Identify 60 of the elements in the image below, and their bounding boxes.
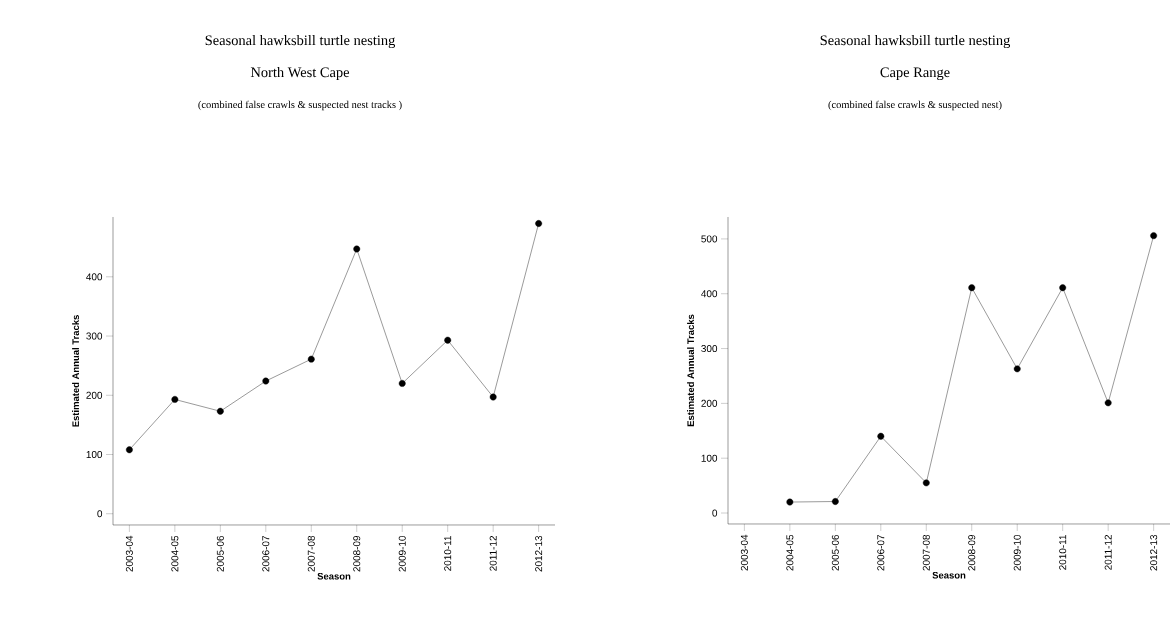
x-tick-label: 2005-06 [216,535,224,572]
point [171,396,179,403]
point [125,446,133,454]
x-tick-label: 2004-05 [786,534,794,571]
x-tick-label: 2010-11 [1059,534,1067,570]
point [1104,399,1112,407]
point [489,393,497,401]
x-tick-label: 2008-09 [968,534,976,571]
x-tick-label: 2005-06 [831,534,839,571]
point [353,245,361,253]
x-tick-label: 2012-13 [1150,534,1158,571]
point [216,407,224,415]
chart-title: Seasonal hawksbill turtle nesting [820,34,1011,49]
x-tick-label: 2011-12 [489,536,497,571]
x-tick-label: 2003-04 [740,534,748,571]
x-tick-label: 2004-05 [171,535,179,572]
x-axis-title: Season [317,572,351,580]
y-tick-label: 200 [701,399,718,407]
point [968,284,976,292]
chart-subtitle: North West Cape [250,66,350,81]
point [1059,284,1067,292]
y-tick-label: 400 [701,290,718,298]
x-tick-label: 2011-12 [1104,535,1112,570]
point [262,377,270,385]
y-tick-label: 500 [701,235,718,243]
x-tick-label: 2006-07 [877,535,885,571]
y-tick-label: 0 [712,509,718,517]
x-tick-label: 2007-08 [922,534,930,571]
point [786,498,794,506]
x-tick-label: 2007-08 [307,535,315,572]
y-axis-title: Estimated Annual Tracks [687,314,695,427]
y-tick-label: 300 [86,332,103,340]
point [877,432,885,440]
chart-title: Seasonal hawksbill turtle nesting [205,34,396,49]
x-tick-label: 2010-11 [444,535,452,571]
point [535,220,543,227]
y-tick-label: 100 [86,450,103,459]
x-tick-label: 2006-07 [262,536,270,572]
x-tick-label: 2012-13 [535,535,543,572]
point [398,380,406,387]
y-tick-label: 0 [97,510,103,518]
y-axis-title: Estimated Annual Tracks [72,315,80,427]
y-tick-label: 400 [86,273,103,281]
text: (combined false crawls & suspected nest tracks ) [198,100,402,111]
y-tick-label: 100 [701,454,718,462]
text: (combined false crawls & suspected nest) [828,100,1002,111]
x-tick-label: 2008-09 [353,535,361,572]
chart-subtitle: Cape Range [880,67,950,81]
point [1150,232,1158,240]
point [831,498,839,505]
y-tick-label: 200 [86,391,103,399]
x-tick-label: 2003-04 [125,535,133,572]
x-tick-label: 2009-10 [1013,534,1021,571]
point [922,479,930,487]
point [307,355,315,363]
point [444,336,452,344]
y-tick-label: 300 [701,345,718,353]
x-tick-label: 2009-10 [398,535,406,572]
x-axis-title: Season [932,571,966,579]
point [1013,365,1021,373]
